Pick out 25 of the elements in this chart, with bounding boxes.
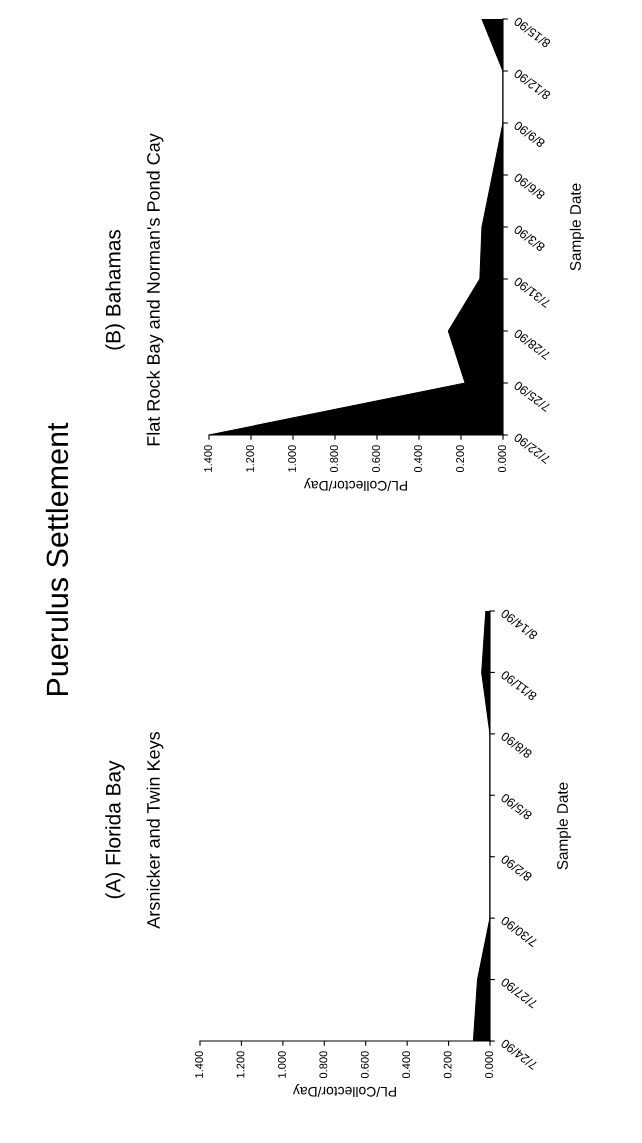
x-tick-label: 1.200 bbox=[236, 1051, 245, 1078]
x-tick-label: 0.800 bbox=[319, 1051, 328, 1079]
x-tick-label: 0.400 bbox=[414, 445, 422, 473]
text: Puerulus Settlement bbox=[45, 422, 69, 696]
text: (B) Bahamas bbox=[105, 229, 125, 350]
x-axis-title: PL/Collector/Day bbox=[303, 478, 407, 492]
x-tick-label: 0.600 bbox=[360, 1051, 369, 1079]
x-tick-label: 0.600 bbox=[372, 445, 380, 473]
x-tick-label: 1.400 bbox=[204, 445, 212, 472]
text: (A) Florida Bay bbox=[105, 760, 125, 899]
x-tick-label: 0.400 bbox=[402, 1051, 411, 1079]
x-tick-label: 1.400 bbox=[195, 1051, 203, 1078]
y-axis-title: Sample Date bbox=[569, 183, 584, 271]
x-tick-label: 0.000 bbox=[485, 1051, 493, 1079]
x-tick-label: 1.000 bbox=[277, 1051, 286, 1078]
y-axis-title: Sample Date bbox=[556, 782, 571, 870]
x-tick-label: 0.200 bbox=[456, 445, 464, 473]
x-tick-label: 0.800 bbox=[330, 445, 338, 473]
x-tick-label: 1.000 bbox=[288, 445, 296, 472]
text: Arsnicker and Twin Keys bbox=[146, 731, 164, 929]
text: Flat Rock Bay and Norman's Pond Cay bbox=[146, 133, 164, 446]
x-tick-label: 1.200 bbox=[246, 445, 254, 472]
x-axis-title: PL/Collector/Day bbox=[292, 1084, 396, 1098]
x-tick-label: 0.000 bbox=[498, 445, 506, 473]
x-tick-label: 0.200 bbox=[443, 1051, 452, 1079]
